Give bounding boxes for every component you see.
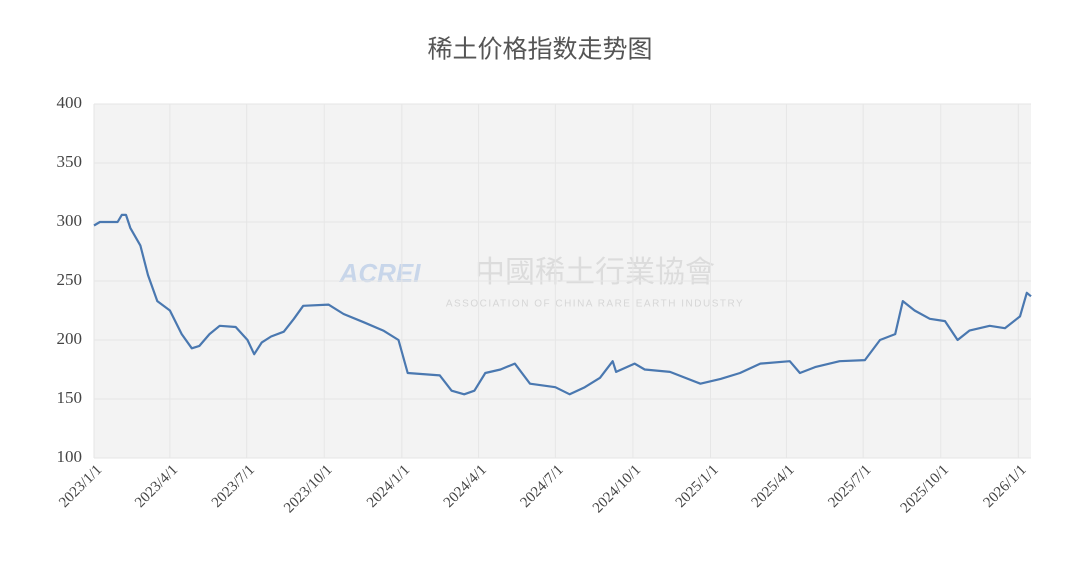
y-tick-label: 100 bbox=[57, 447, 83, 466]
x-tick-label: 2023/10/1 bbox=[281, 462, 335, 516]
x-tick-label: 2024/10/1 bbox=[590, 462, 644, 516]
x-tick-label: 2025/7/1 bbox=[825, 462, 874, 511]
x-tick-label: 2026/1/1 bbox=[981, 462, 1030, 511]
chart-title: 稀土价格指数走势图 bbox=[427, 36, 652, 64]
x-tick-label: 2025/10/1 bbox=[898, 462, 952, 516]
x-tick-label: 2023/1/1 bbox=[56, 462, 105, 511]
watermark-cn: 中國稀土行業協會 bbox=[475, 256, 715, 289]
y-tick-label: 400 bbox=[57, 93, 83, 112]
y-tick-label: 200 bbox=[57, 329, 83, 348]
y-tick-label: 250 bbox=[57, 270, 83, 289]
x-tick-label: 2025/1/1 bbox=[673, 462, 722, 511]
watermark-logo: ACREI bbox=[339, 258, 422, 288]
x-tick-label: 2023/7/1 bbox=[209, 462, 258, 511]
y-tick-label: 300 bbox=[57, 211, 83, 230]
x-tick-label: 2023/4/1 bbox=[132, 462, 181, 511]
line bbox=[93, 213, 1032, 396]
x-tick-label: 2024/1/1 bbox=[364, 462, 413, 511]
y-tick-label: 150 bbox=[57, 388, 83, 407]
x-tick-label: 2024/4/1 bbox=[441, 462, 490, 511]
x-tick-label: 2025/4/1 bbox=[749, 462, 798, 511]
y-tick-label: 350 bbox=[57, 152, 83, 171]
watermark-en: ASSOCIATION OF CHINA RARE EARTH INDUSTRY bbox=[446, 299, 744, 310]
x-tick-label: 2024/7/1 bbox=[518, 462, 567, 511]
